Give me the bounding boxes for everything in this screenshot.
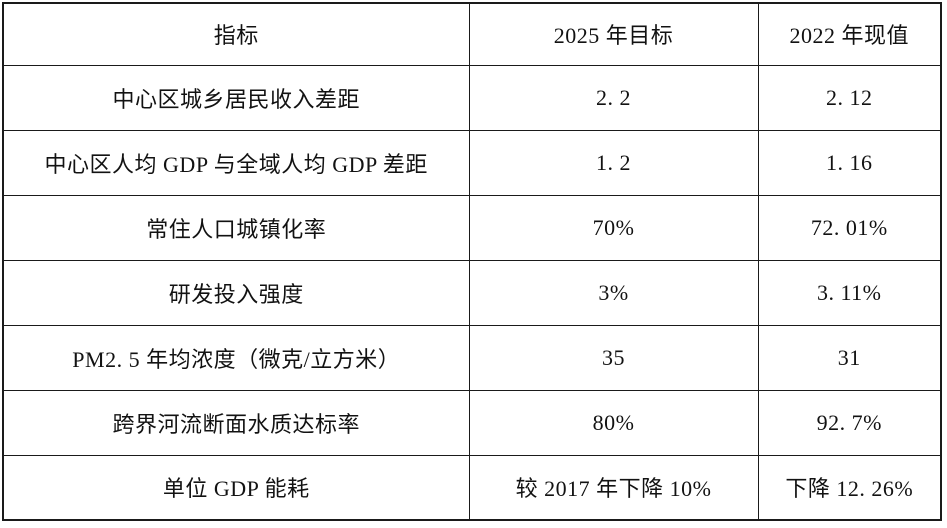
current-2022-cell: 72. 01% (757, 194, 942, 261)
indicator-cell: 单位 GDP 能耗 (2, 454, 470, 521)
table-row: 研发投入强度 3% 3. 11% (2, 259, 942, 326)
indicator-cell: 跨界河流断面水质达标率 (2, 389, 470, 456)
indicator-cell: 中心区人均 GDP 与全域人均 GDP 差距 (2, 129, 470, 196)
header-row: 指标 2025 年目标 2022 年现值 (2, 2, 942, 66)
current-2022-cell: 3. 11% (757, 259, 942, 326)
table-row: 常住人口城镇化率 70% 72. 01% (2, 194, 942, 261)
header-current-2022: 2022 年现值 (757, 2, 942, 66)
target-2025-cell: 70% (468, 194, 759, 261)
current-2022-cell: 31 (757, 324, 942, 391)
indicator-cell: 中心区城乡居民收入差距 (2, 64, 470, 131)
indicator-cell: 常住人口城镇化率 (2, 194, 470, 261)
current-2022-cell: 2. 12 (757, 64, 942, 131)
indicator-cell: PM2. 5 年均浓度（微克/立方米） (2, 324, 470, 391)
header-indicator: 指标 (2, 2, 470, 66)
table-row: PM2. 5 年均浓度（微克/立方米） 35 31 (2, 324, 942, 391)
target-2025-cell: 较 2017 年下降 10% (468, 454, 759, 521)
table-row: 中心区城乡居民收入差距 2. 2 2. 12 (2, 64, 942, 131)
header-target-2025: 2025 年目标 (468, 2, 759, 66)
table-row: 中心区人均 GDP 与全域人均 GDP 差距 1. 2 1. 16 (2, 129, 942, 196)
current-2022-cell: 1. 16 (757, 129, 942, 196)
target-2025-cell: 3% (468, 259, 759, 326)
table-row: 单位 GDP 能耗 较 2017 年下降 10% 下降 12. 26% (2, 454, 942, 521)
indicator-cell: 研发投入强度 (2, 259, 470, 326)
current-2022-cell: 92. 7% (757, 389, 942, 456)
target-2025-cell: 2. 2 (468, 64, 759, 131)
target-2025-cell: 35 (468, 324, 759, 391)
target-2025-cell: 1. 2 (468, 129, 759, 196)
indicators-table: 指标 2025 年目标 2022 年现值 中心区城乡居民收入差距 2. 2 2.… (2, 2, 942, 521)
target-2025-cell: 80% (468, 389, 759, 456)
current-2022-cell: 下降 12. 26% (757, 454, 942, 521)
table-row: 跨界河流断面水质达标率 80% 92. 7% (2, 389, 942, 456)
